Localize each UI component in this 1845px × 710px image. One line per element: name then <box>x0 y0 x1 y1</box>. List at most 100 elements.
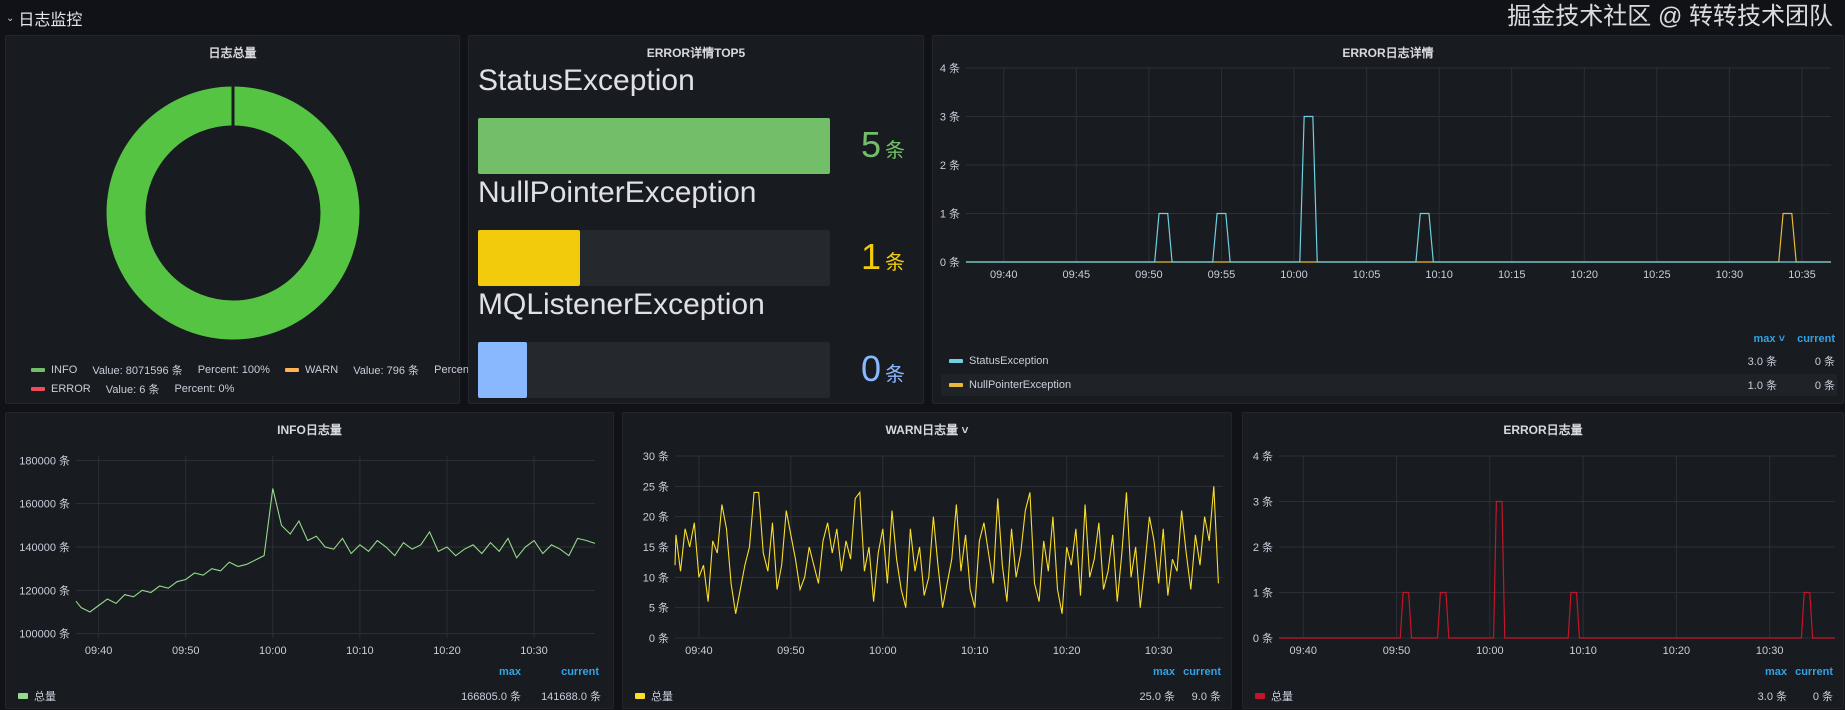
y-tick-label: 1 条 <box>940 207 960 221</box>
gauge-label: NullPointerException <box>478 176 756 210</box>
y-tick-label: 0 条 <box>649 631 669 645</box>
panel-log-total: 日志总量 INFO Value: 8071596 条 Percent: 100%… <box>5 35 460 404</box>
x-tick-label: 09:40 <box>685 645 713 657</box>
y-tick-label: 0 条 <box>940 255 960 269</box>
legend-header-current[interactable]: current <box>1795 666 1833 678</box>
panel-title: ERROR详情TOP5 <box>469 44 923 61</box>
legend-item-info[interactable]: INFO Value: 8071596 条 Percent: 100% WARN… <box>31 362 494 378</box>
x-tick-label: 10:25 <box>1643 269 1671 281</box>
y-tick-label: 10 条 <box>643 570 669 584</box>
x-tick-label: 09:40 <box>990 269 1018 281</box>
legend-value: Value: 8071596 条 <box>92 362 182 378</box>
legend-value: Value: 6 条 <box>106 381 160 397</box>
x-tick-label: 10:10 <box>961 645 989 657</box>
y-tick-label: 0 条 <box>1253 631 1273 645</box>
donut-chart <box>6 36 461 405</box>
x-tick-label: 10:00 <box>1476 645 1504 657</box>
legend-item[interactable]: 总量 <box>635 688 673 704</box>
x-tick-label: 10:10 <box>1425 269 1453 281</box>
y-tick-label: 180000 条 <box>19 453 70 467</box>
x-tick-label: 09:50 <box>777 645 805 657</box>
legend-item[interactable]: 总量 <box>18 688 56 704</box>
chevron-down-icon: ⌄ <box>6 13 14 24</box>
gauge-bar <box>478 118 830 174</box>
x-tick-label: 10:30 <box>1756 645 1784 657</box>
legend-header-max[interactable]: max <box>1153 666 1175 678</box>
series-line-error <box>1279 502 1835 639</box>
legend-current: 9.0 条 <box>1192 688 1221 704</box>
legend-current: 141688.0 条 <box>541 688 601 704</box>
legend-name: NullPointerException <box>969 379 1071 391</box>
gauge-bar <box>478 230 830 286</box>
gauge-label: MQListenerException <box>478 288 765 322</box>
legend-max: 166805.0 条 <box>461 688 521 704</box>
row-title: 日志监控 <box>18 6 82 30</box>
x-tick-label: 10:10 <box>1569 645 1597 657</box>
x-tick-label: 09:50 <box>172 645 200 657</box>
donut-slice-info[interactable] <box>126 106 340 320</box>
legend-max: 3.0 条 <box>1758 688 1787 704</box>
x-tick-label: 10:20 <box>433 645 461 657</box>
x-tick-label: 09:50 <box>1135 269 1163 281</box>
legend-header-current[interactable]: current <box>561 666 599 678</box>
legend-item[interactable]: 总量 <box>1255 688 1293 704</box>
legend-swatch <box>31 368 45 372</box>
legend-header-current[interactable]: current <box>1183 666 1221 678</box>
series-line-warn <box>675 486 1218 613</box>
x-tick-label: 10:00 <box>869 645 897 657</box>
gauge-fill <box>478 342 527 398</box>
legend-header-current[interactable]: current <box>1797 333 1835 345</box>
y-tick-label: 30 条 <box>643 449 669 463</box>
y-tick-label: 120000 条 <box>19 583 70 597</box>
x-tick-label: 10:00 <box>259 645 287 657</box>
x-tick-label: 10:05 <box>1353 269 1381 281</box>
legend-current: 0 条 <box>1815 377 1835 393</box>
legend-name: StatusException <box>969 355 1049 367</box>
x-tick-label: 09:40 <box>85 645 113 657</box>
legend-header-max[interactable]: max <box>1765 666 1787 678</box>
legend-row-status[interactable]: StatusException 3.0 条 0 条 <box>941 350 1837 372</box>
y-tick-label: 2 条 <box>940 158 960 172</box>
legend-swatch <box>949 383 963 387</box>
legend-name: INFO <box>51 364 77 376</box>
legend-name: WARN <box>305 364 338 376</box>
y-tick-label: 5 条 <box>649 601 669 615</box>
gauge-fill <box>478 230 580 286</box>
gauge-label: StatusException <box>478 64 695 98</box>
row-header[interactable]: ⌄ 日志监控 <box>6 6 82 30</box>
y-tick-label: 3 条 <box>940 110 960 124</box>
legend-header-max[interactable]: max ˅ <box>1754 333 1786 345</box>
y-tick-label: 1 条 <box>1253 586 1273 600</box>
legend-value: Value: 796 条 <box>353 362 419 378</box>
gauge-fill <box>478 118 830 174</box>
x-tick-label: 10:20 <box>1663 645 1691 657</box>
legend-swatch <box>285 368 299 372</box>
y-tick-label: 25 条 <box>643 479 669 493</box>
y-tick-label: 15 条 <box>643 540 669 554</box>
x-tick-label: 10:00 <box>1280 269 1308 281</box>
legend-current: 0 条 <box>1815 353 1835 369</box>
legend-header-max[interactable]: max <box>499 666 521 678</box>
legend-percent: Percent: 100% <box>198 364 270 376</box>
legend-swatch <box>31 387 45 391</box>
legend-max: 25.0 条 <box>1140 688 1175 704</box>
y-tick-label: 100000 条 <box>19 627 70 641</box>
x-tick-label: 09:45 <box>1063 269 1091 281</box>
x-tick-label: 10:15 <box>1498 269 1526 281</box>
y-tick-label: 4 条 <box>940 61 960 75</box>
legend-item-error[interactable]: ERROR Value: 6 条 Percent: 0% <box>31 381 234 397</box>
series-line-info <box>76 489 595 613</box>
gauge-bar <box>478 342 830 398</box>
legend-max: 3.0 条 <box>1748 353 1777 369</box>
y-tick-label: 2 条 <box>1253 540 1273 554</box>
legend-name: ERROR <box>51 383 91 395</box>
y-tick-label: 160000 条 <box>19 497 70 511</box>
